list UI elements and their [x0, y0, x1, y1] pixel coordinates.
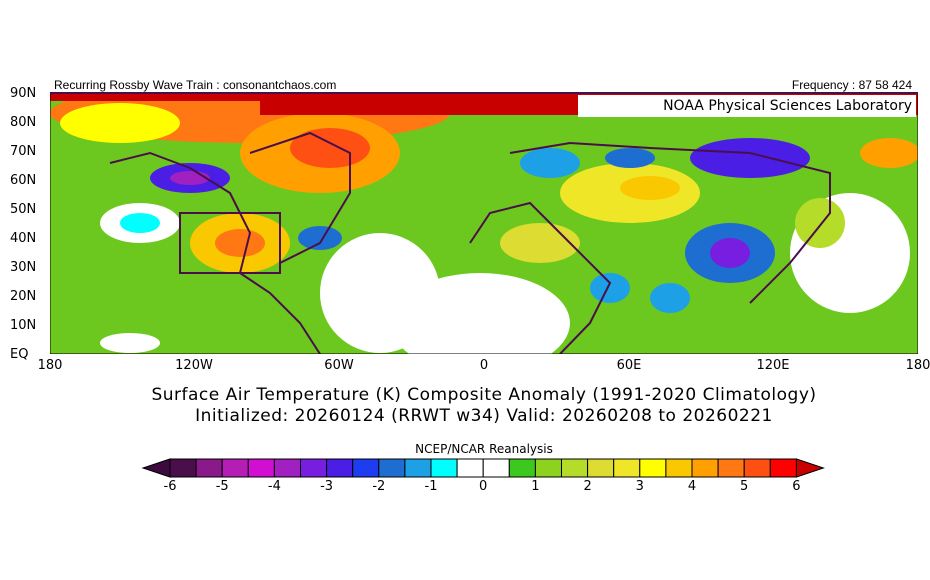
y-tick: 10N: [10, 318, 37, 333]
coastlines: [109, 131, 831, 354]
y-tick: 40N: [10, 231, 37, 246]
lab-label: NOAA Physical Sciences Laboratory: [663, 98, 912, 114]
colorbar-swatch: [273, 458, 301, 478]
y-tick: 90N: [10, 86, 37, 101]
colorbar-label: -5: [215, 479, 229, 494]
colorbar-label: 0: [479, 479, 488, 494]
x-tick: 60W: [324, 358, 354, 373]
colorbar-high-arrow: [795, 458, 825, 478]
colorbar-label: 5: [740, 479, 749, 494]
colorbar-swatch: [404, 458, 432, 478]
y-tick: 70N: [10, 144, 37, 159]
colorbar-swatch: [247, 458, 275, 478]
colorbar-swatch: [691, 458, 719, 478]
colorbar-label: 4: [687, 479, 697, 494]
colorbar-swatch: [456, 458, 484, 478]
colorbar-label: 3: [635, 479, 644, 494]
x-tick: 180: [905, 358, 930, 373]
colorbar-swatch: [587, 458, 615, 478]
colorbar-source: NCEP/NCAR Reanalysis: [415, 442, 553, 456]
x-tick: 120W: [175, 358, 213, 373]
y-tick: 50N: [10, 202, 37, 217]
colorbar-swatch: [482, 458, 510, 478]
colorbar-swatch: [639, 458, 667, 478]
x-tick: 0: [479, 358, 489, 373]
colorbar-label: 6: [792, 479, 801, 494]
colorbar: [141, 458, 825, 478]
colorbar-label: -6: [163, 479, 177, 494]
y-tick: 60N: [10, 173, 37, 188]
colorbar-label: -4: [267, 479, 281, 494]
anomaly-map: NOAA Physical Sciences Laboratory: [50, 93, 918, 354]
colorbar-label: -2: [372, 479, 386, 494]
colorbar-swatch: [665, 458, 693, 478]
colorbar-swatch: [221, 458, 249, 478]
colorbar-swatch: [769, 458, 797, 478]
colorbar-swatch: [378, 458, 406, 478]
colorbar-swatch: [352, 458, 380, 478]
lab-label-box: [578, 95, 916, 117]
x-tick: 60E: [616, 358, 642, 373]
title-line1: Surface Air Temperature (K) Composite An…: [151, 385, 817, 405]
x-tick: 180: [37, 358, 63, 373]
colorbar-label: 1: [531, 479, 540, 494]
colorbar-swatch: [326, 458, 354, 478]
x-tick: 120E: [756, 358, 790, 373]
y-tick: EQ: [10, 347, 29, 362]
colorbar-swatch: [195, 458, 223, 478]
header-left: Recurring Rossby Wave Train : consonantc…: [54, 78, 337, 92]
y-tick: 80N: [10, 115, 37, 130]
colorbar-swatch: [613, 458, 641, 478]
colorbar-swatch: [743, 458, 771, 478]
y-tick: 20N: [10, 289, 37, 304]
colorbar-label: 2: [583, 479, 592, 494]
colorbar-swatch: [508, 458, 536, 478]
colorbar-swatch: [534, 458, 562, 478]
title-line2: Initialized: 20260124 (RRWT w34) Valid: …: [195, 406, 773, 426]
header-right: Frequency : 87 58 424: [791, 78, 912, 92]
anomaly-blobs: [50, 93, 918, 354]
colorbar-label: -1: [424, 479, 438, 494]
y-tick: 30N: [10, 260, 37, 275]
colorbar-label: -3: [320, 479, 334, 494]
colorbar-swatch: [430, 458, 458, 478]
colorbar-low-arrow: [141, 458, 171, 478]
colorbar-swatch: [169, 458, 197, 478]
colorbar-swatch: [717, 458, 745, 478]
colorbar-swatch: [561, 458, 589, 478]
colorbar-swatch: [300, 458, 328, 478]
